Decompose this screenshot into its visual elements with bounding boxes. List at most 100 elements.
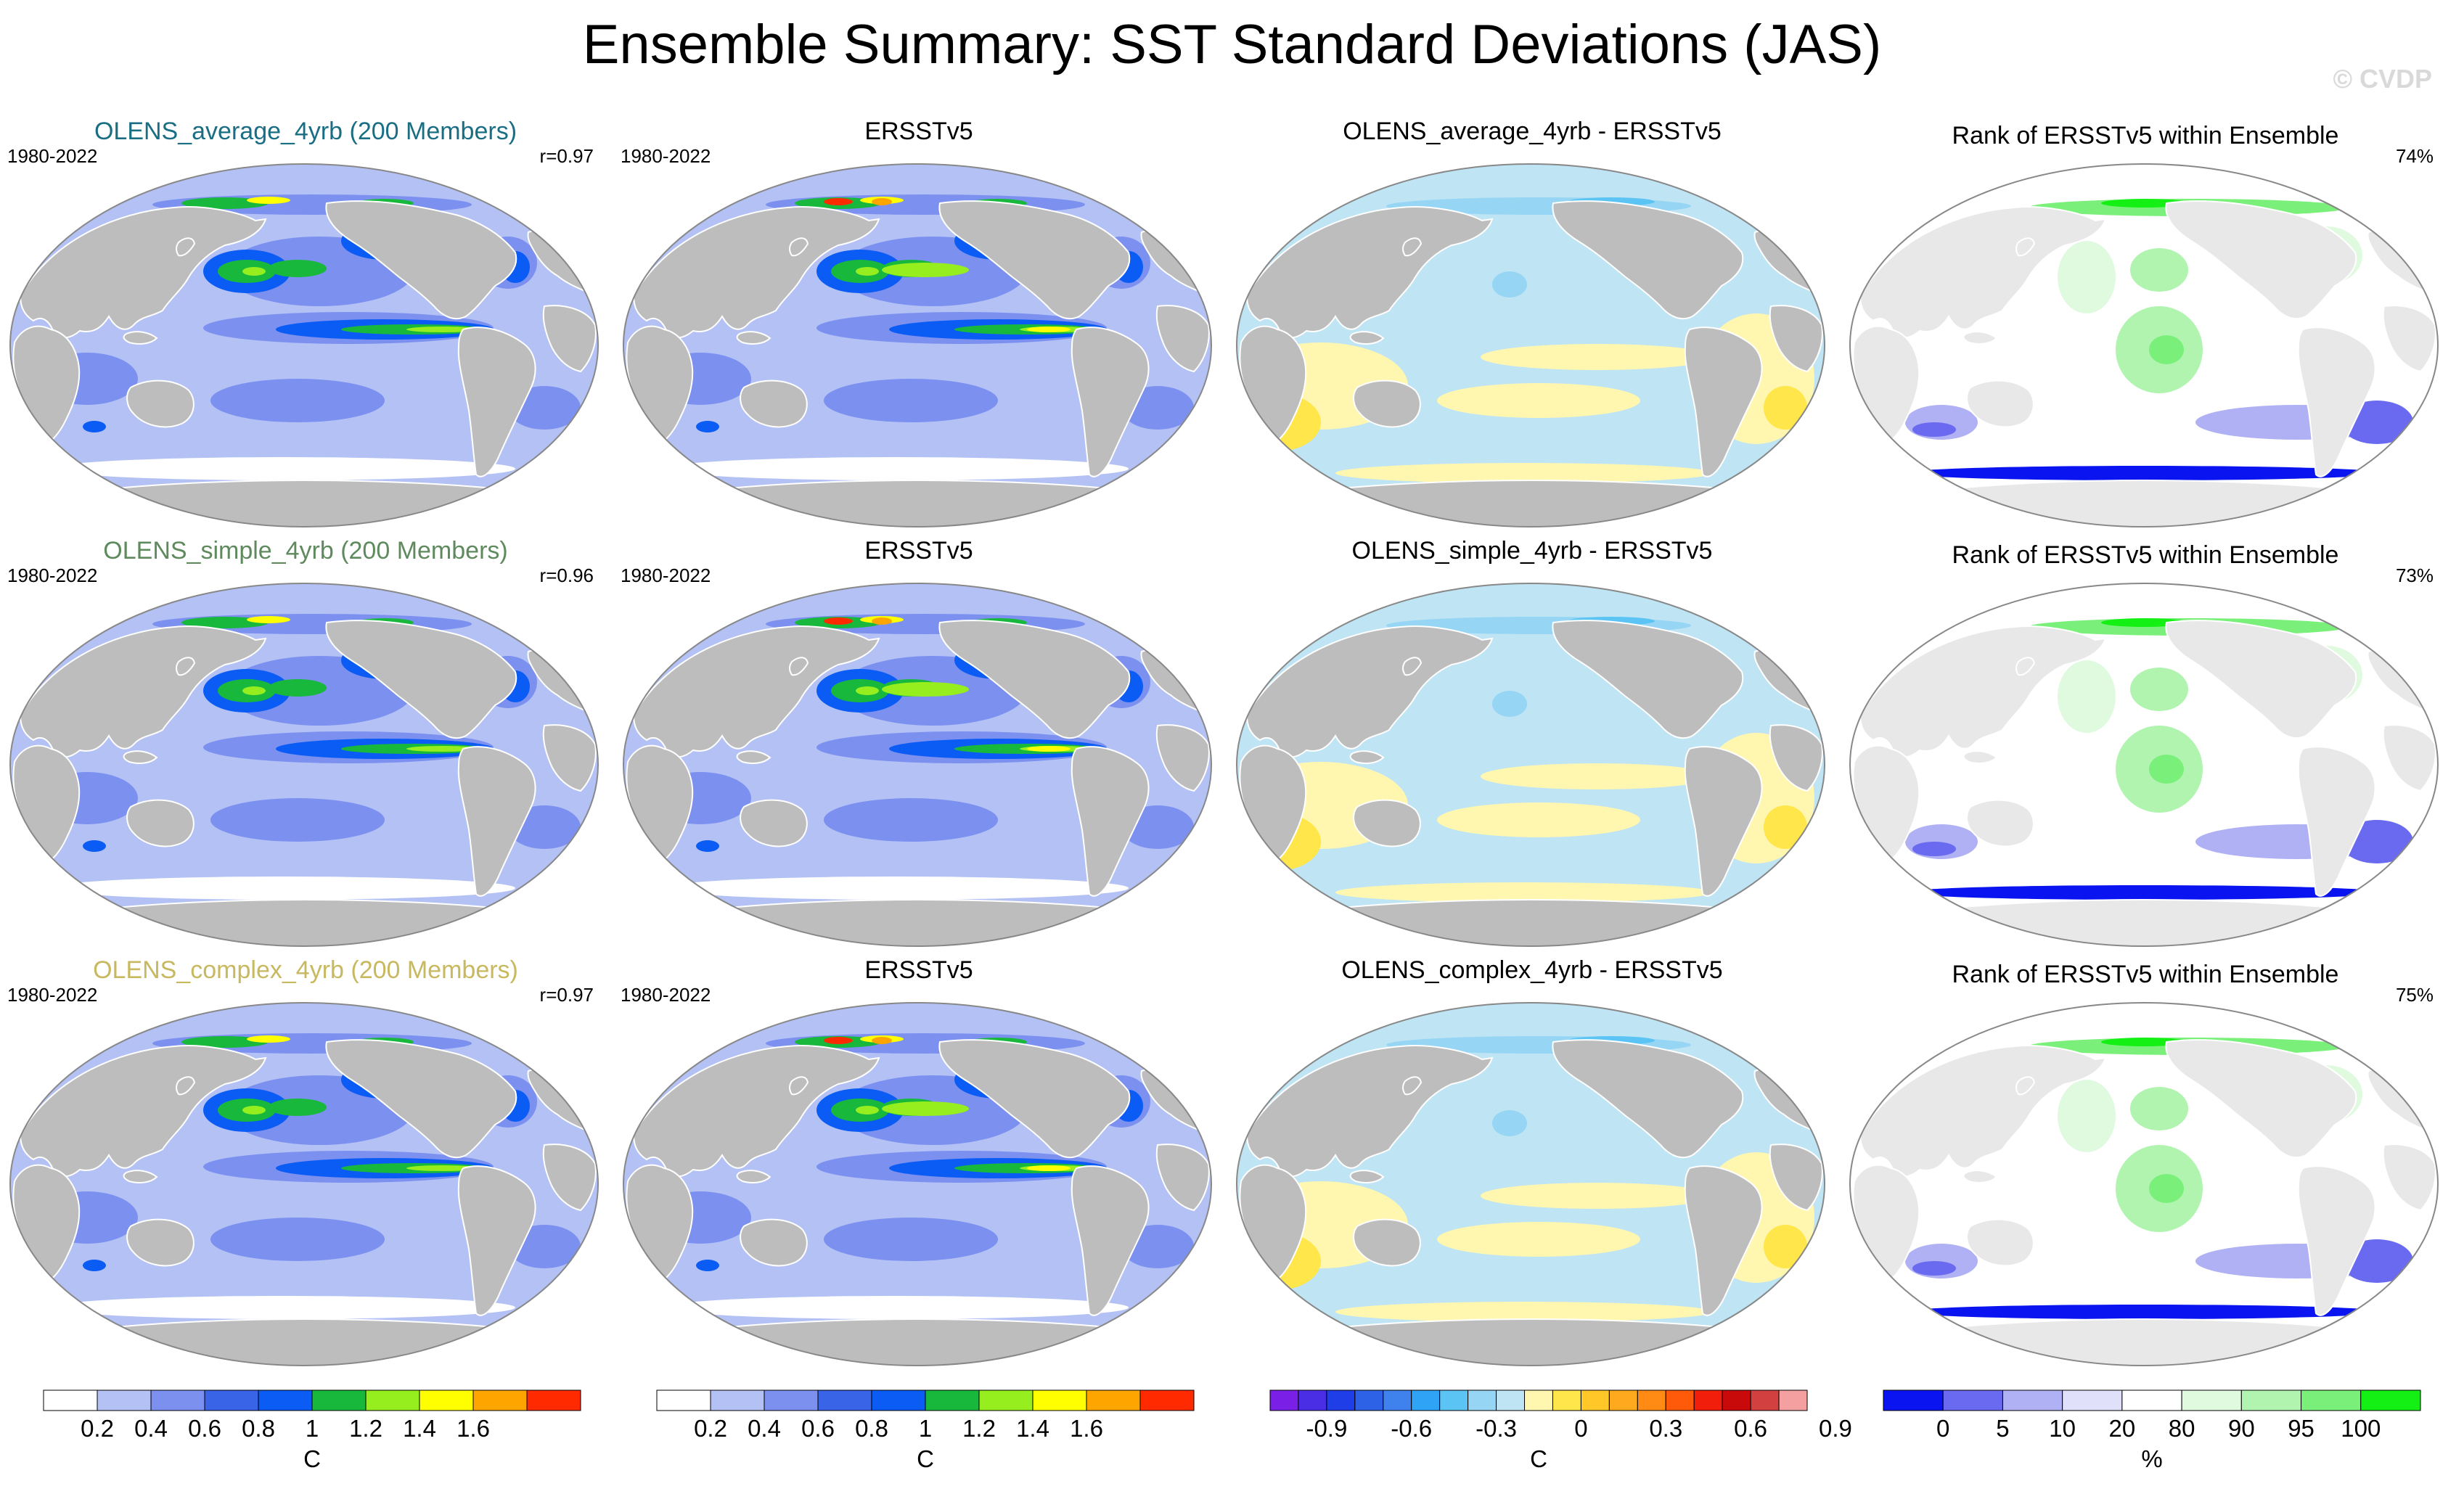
australia-landmass — [740, 1218, 808, 1267]
colorbar-swatch — [258, 1389, 313, 1411]
southern-ocean-lowest-rank — [1904, 1305, 2383, 1319]
south-pacific-region — [824, 798, 998, 842]
antarctica-landmass — [48, 479, 560, 527]
colorbar-swatch — [1411, 1389, 1441, 1411]
colorbar-swatch — [150, 1389, 205, 1411]
colorbar-tick-label: 0.3 — [1649, 1415, 1683, 1442]
west-africa-landmass — [1769, 1144, 1823, 1212]
south-atlantic-strong-positive — [1764, 805, 1807, 849]
colorbar-swatch — [311, 1389, 367, 1411]
antarctica-landmass — [1888, 1318, 2400, 1366]
central-pacific-high-rank — [2149, 755, 2184, 784]
sst-std-map — [9, 1001, 599, 1367]
panel-rank: Rank of ERSSTv5 within Ensemble 75% — [1840, 956, 2451, 1377]
colorbar-swatch — [2240, 1389, 2302, 1411]
colorbar-swatch — [1722, 1389, 1751, 1411]
colorbar-tick-label: 0.4 — [748, 1415, 781, 1442]
north-america-landmass — [2165, 1039, 2357, 1159]
colorbar-swatch — [2181, 1389, 2242, 1411]
colorbar-tick-label: 95 — [2288, 1415, 2314, 1442]
antarctica-landmass — [1888, 479, 2400, 527]
antarctica-landmass — [48, 898, 560, 946]
panel-title: OLENS_simple_4yrb - ERSSTv5 — [1351, 537, 1713, 565]
colorbar-unit-label: C — [1530, 1445, 1547, 1472]
kuroshio-rank-region — [2058, 660, 2116, 733]
colorbar-swatch — [925, 1389, 980, 1411]
colorbar-swatch — [1139, 1389, 1195, 1411]
panel-years: 1980-2022 — [621, 145, 711, 167]
rank-map — [1849, 582, 2439, 948]
panel-rank-percent: 74% — [2395, 145, 2434, 167]
colorbar-swatch — [1942, 1389, 2003, 1411]
greenland-landmass — [470, 596, 536, 624]
colorbar-swatch — [764, 1389, 819, 1411]
colorbar-tick-label: 1 — [918, 1415, 933, 1442]
colorbar-swatch — [978, 1389, 1034, 1411]
colorbar-swatch — [1383, 1389, 1412, 1411]
south-america-landmass — [2297, 1165, 2376, 1316]
arctic-orange-region — [872, 198, 892, 205]
colorbar-unit-label: C — [917, 1445, 934, 1472]
indonesia-landmass — [1962, 1170, 1998, 1183]
colorbar-tick-label: 0.6 — [801, 1415, 835, 1442]
colorbar-tick-label: 1.2 — [349, 1415, 382, 1442]
colorbar-swatch — [1778, 1389, 1808, 1411]
colorbar-tick-label: -0.3 — [1475, 1415, 1518, 1442]
north-america-landmass — [938, 620, 1131, 739]
indonesia-landmass — [123, 331, 158, 345]
southern-ocean-low-region — [51, 877, 515, 900]
map-content — [10, 1003, 598, 1366]
south-america-landmass — [1071, 1165, 1150, 1316]
nino3-peak-region — [406, 1165, 479, 1171]
colorbar-swatch — [1883, 1389, 1944, 1411]
panel-correlation: r=0.96 — [539, 565, 594, 586]
map-content — [10, 583, 598, 946]
colorbar-swatch — [204, 1389, 259, 1411]
japan-landmass — [1402, 657, 1423, 676]
colorbar-swatch — [1665, 1389, 1695, 1411]
map-outline — [1235, 163, 1826, 528]
colorbar-swatch — [1524, 1389, 1553, 1411]
south-pacific-region — [210, 1218, 385, 1261]
map-outline — [1235, 1001, 1826, 1367]
colorbar-unit-label: % — [2141, 1445, 2163, 1472]
map-outline — [1849, 582, 2439, 948]
sst-diff-map — [1235, 163, 1826, 528]
kuroshio-peak-region — [856, 1106, 879, 1114]
figure-title: Ensemble Summary: SST Standard Deviation… — [582, 14, 1882, 75]
colorbar-swatch — [1496, 1389, 1526, 1411]
nino3-peak-region — [406, 327, 479, 332]
greenland-landmass — [1697, 1015, 1762, 1043]
indonesia-landmass — [1962, 750, 1998, 764]
panel-diff: OLENS_simple_4yrb - ERSSTv5 — [1227, 537, 1838, 958]
indonesia-landmass — [1962, 331, 1998, 345]
arctic-red-region — [824, 198, 853, 205]
colorbar-tick-label: -0.6 — [1391, 1415, 1433, 1442]
antarctica-landmass — [1274, 479, 1787, 527]
central-south-pacific-positive — [1437, 383, 1640, 418]
colorbar-tick-label: 1.4 — [403, 1415, 436, 1442]
sst-std-map — [9, 582, 599, 948]
colorbar-tick-label: 1 — [305, 1415, 319, 1442]
australia-landmass — [1353, 799, 1421, 847]
north-america-landmass — [325, 620, 517, 739]
colorbar-unit-label: C — [303, 1445, 321, 1472]
arctic-yellow-region — [247, 1035, 290, 1043]
west-africa-landmass — [2382, 1144, 2436, 1212]
south-pacific-region — [824, 1218, 998, 1261]
colorbar-swatch — [2062, 1389, 2123, 1411]
panel-obs: ERSSTv5 1980-2022 — [613, 118, 1224, 538]
south-america-landmass — [1684, 746, 1763, 897]
arctic-red-region — [824, 1037, 853, 1044]
japan-landmass — [176, 237, 196, 257]
greenland-landmass — [1697, 596, 1762, 624]
colorbar-swatch — [1269, 1389, 1299, 1411]
west-africa-landmass — [2382, 305, 2436, 373]
antarctica-landmass — [661, 898, 1174, 946]
panel-rank: Rank of ERSSTv5 within Ensemble 74% — [1840, 118, 2451, 538]
north-pacific-core-region — [269, 260, 327, 277]
north-america-landmass — [325, 1039, 517, 1159]
west-africa-landmass — [1769, 305, 1823, 373]
australia-landmass — [1353, 1218, 1421, 1267]
greenland-landmass — [1084, 596, 1149, 624]
